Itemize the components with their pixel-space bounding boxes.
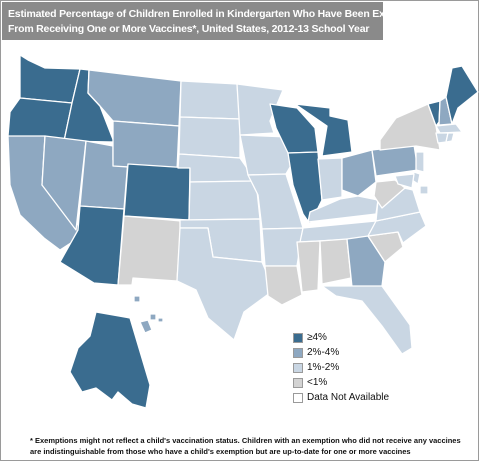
state-OR: [7, 97, 73, 142]
legend-swatch: [293, 378, 303, 388]
state-MS: [296, 240, 321, 293]
legend-label: 1%-2%: [307, 362, 340, 373]
state-TX: [176, 227, 275, 341]
legend-label: 2%-4%: [307, 347, 340, 358]
state-WY: [112, 120, 180, 171]
state-MA: [435, 123, 463, 134]
state-NV: [41, 135, 87, 231]
state-CO: [123, 163, 191, 221]
legend-label: Data Not Available: [307, 392, 390, 403]
legend-swatch: [293, 348, 303, 358]
state-SD: [178, 116, 241, 159]
state-NM: [117, 215, 182, 286]
state-MI: [294, 103, 353, 157]
state-RI: [445, 132, 455, 143]
state-GA: [346, 235, 386, 288]
state-LA: [264, 265, 303, 306]
map-title-line1: Estimated Percentage of Children Enrolle…: [8, 8, 421, 20]
state-WA: [19, 54, 81, 104]
legend-swatch: [293, 363, 303, 373]
legend-label: <1%: [307, 377, 328, 388]
state-IN: [317, 157, 343, 201]
state-OH: [341, 149, 377, 197]
state-AL: [319, 238, 352, 285]
legend-label: ≥4%: [307, 332, 327, 343]
state-MD: [394, 173, 415, 189]
state-IL: [287, 151, 323, 225]
legend-swatch: [293, 333, 303, 343]
state-NJ: [415, 151, 425, 173]
state-AK: [69, 311, 151, 409]
state-DC: [419, 185, 429, 195]
state-FL: [321, 285, 413, 355]
legend-swatch: [293, 393, 303, 403]
state-KS: [188, 180, 261, 221]
state-HI: [133, 295, 164, 334]
state-ME: [445, 65, 479, 125]
footnote-line2: are indistinguishable from those who hav…: [30, 447, 411, 456]
title-bar: Estimated Percentage of Children Enrolle…: [2, 2, 421, 40]
state-PA: [371, 144, 419, 177]
state-WV: [373, 179, 406, 209]
state-ND: [179, 80, 241, 120]
footnote: * Exemptions might not reflect a child's…: [30, 435, 470, 457]
map-title-line2: From Receiving One or More Vaccines*, Un…: [8, 23, 370, 35]
state-MN: [236, 83, 284, 136]
footnote-line1: * Exemptions might not reflect a child's…: [30, 436, 461, 445]
